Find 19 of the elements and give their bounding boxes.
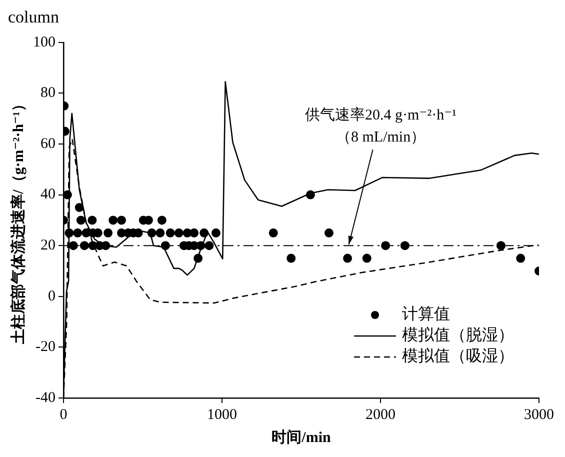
x-tick-label: 1000	[207, 406, 237, 423]
y-tick-label: -40	[36, 390, 56, 406]
legend-label: 模拟值（脱湿）	[402, 326, 514, 344]
chart-title: column	[8, 8, 60, 27]
y-axis-title: 土柱底部气体流进速率/（g·m⁻²·h⁻¹）	[8, 96, 27, 345]
y-tick-label: 100	[33, 34, 56, 50]
y-tick-label: 40	[40, 186, 56, 203]
x-tick-label: 2000	[366, 406, 396, 423]
y-tick-label: -20	[36, 339, 56, 356]
x-tick-label: 3000	[524, 406, 554, 423]
y-tick-label: 0	[48, 288, 56, 304]
legend-label: 模拟值（吸湿）	[402, 347, 514, 366]
legend-label: 计算值	[402, 305, 450, 324]
annotation: 供气速率20.4 g·m⁻²·h⁻¹ （8 mL/min）	[305, 106, 457, 146]
x-tick-label: 0	[60, 406, 68, 423]
y-tick-label: 20	[40, 238, 56, 254]
y-tick-label: 60	[40, 136, 56, 152]
y-tick-label: 80	[40, 85, 56, 102]
x-axis-title: 时间/min	[272, 428, 332, 446]
